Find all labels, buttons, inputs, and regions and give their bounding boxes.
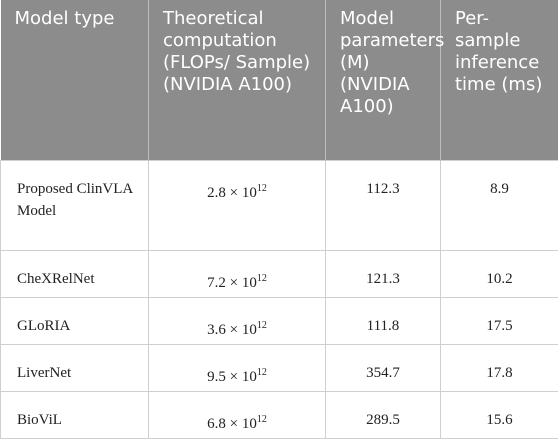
value-cell: 111.8 [326, 298, 441, 345]
flops-mantissa: 6.8 × 10 [207, 416, 257, 432]
header-cell: Model type [1, 0, 149, 161]
value-cell: 17.8 [441, 345, 558, 392]
flops-mantissa: 9.5 × 10 [207, 369, 257, 385]
model-name-cell: LiverNet [1, 345, 149, 392]
flops-mantissa: 2.8 × 10 [207, 185, 257, 201]
cell-text: 15.6 [486, 412, 512, 428]
value-cell: 10.2 [441, 251, 558, 298]
flops-exponent: 12 [257, 414, 267, 425]
model-name-cell: GLoRIA [1, 298, 149, 345]
cell-text: 10.2 [486, 271, 512, 287]
cell-text: BioViL [17, 412, 62, 428]
table-row: BioViL 6.8 × 1012 289.5 15.6 [1, 392, 558, 439]
cell-text: GLoRIA [17, 318, 70, 334]
cell-text: CheXRelNet [17, 271, 94, 287]
cell-text: 17.5 [486, 318, 512, 334]
cell-text: 289.5 [366, 412, 400, 428]
flops-exponent: 12 [257, 367, 267, 378]
table-row: GLoRIA 3.6 × 1012 111.8 17.5 [1, 298, 558, 345]
value-cell: 17.5 [441, 298, 558, 345]
model-name-cell: Proposed ClinVLA Model [1, 161, 149, 251]
value-cell: 8.9 [441, 161, 558, 251]
value-cell: 354.7 [326, 345, 441, 392]
flops-exponent: 12 [257, 273, 267, 284]
value-cell: 121.3 [326, 251, 441, 298]
flops-exponent: 12 [257, 320, 267, 331]
flops-exponent: 12 [257, 183, 267, 194]
value-cell: 3.6 × 1012 [149, 298, 326, 345]
flops-mantissa: 7.2 × 10 [207, 275, 257, 291]
value-cell: 9.5 × 1012 [149, 345, 326, 392]
table-row: Proposed ClinVLA Model 2.8 × 1012 112.3 8.9 [1, 161, 558, 251]
table-row: LiverNet 9.5 × 1012 354.7 17.8 [1, 345, 558, 392]
cell-text: LiverNet [17, 365, 71, 381]
cell-text: 354.7 [366, 365, 400, 381]
cell-text: 111.8 [367, 318, 400, 334]
header-cell: Model parameters (M) (NVIDIA A100) [326, 0, 441, 161]
value-cell: 112.3 [326, 161, 441, 251]
value-cell: 2.8 × 1012 [149, 161, 326, 251]
value-cell: 15.6 [441, 392, 558, 439]
flops-mantissa: 3.6 × 10 [207, 322, 257, 338]
cell-text: 8.9 [490, 181, 509, 197]
table-row: CheXRelNet 7.2 × 1012 121.3 10.2 [1, 251, 558, 298]
header-cell: Per-sample inference time (ms) [441, 0, 558, 161]
cell-text: Proposed ClinVLA Model [17, 181, 132, 219]
value-cell: 6.8 × 1012 [149, 392, 326, 439]
cell-text: 121.3 [366, 271, 400, 287]
model-name-cell: BioViL [1, 392, 149, 439]
header-cell: Theoretical computation (FLOPs/ Sample) … [149, 0, 326, 161]
model-name-cell: CheXRelNet [1, 251, 149, 298]
value-cell: 7.2 × 1012 [149, 251, 326, 298]
cell-text: 112.3 [366, 181, 399, 197]
value-cell: 289.5 [326, 392, 441, 439]
cell-text: 17.8 [486, 365, 512, 381]
